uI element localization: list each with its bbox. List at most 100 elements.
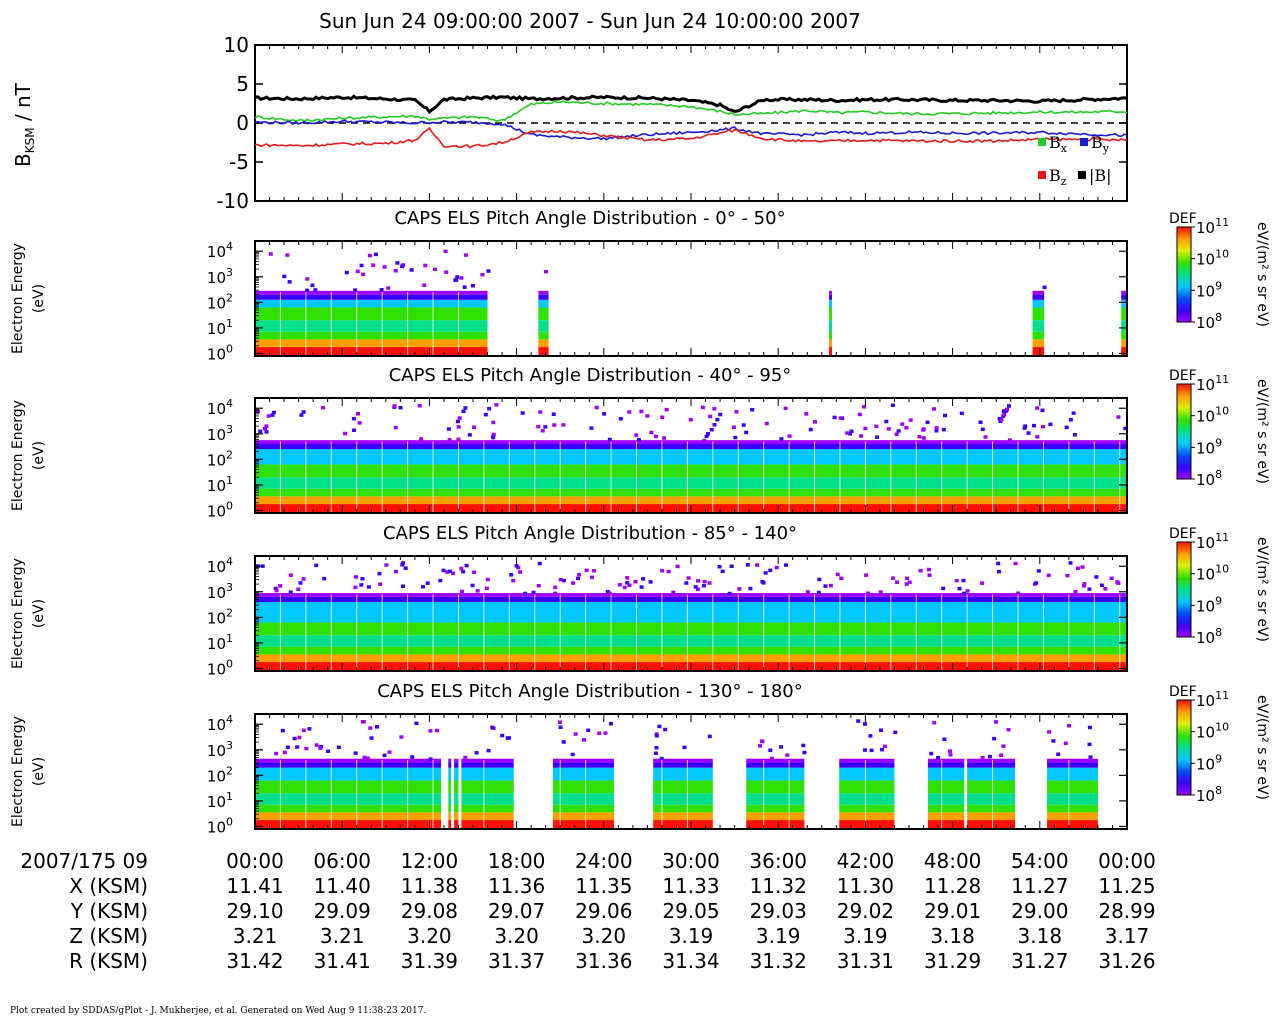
spectrogram-pixel xyxy=(400,264,405,269)
spectrogram-pixel xyxy=(399,735,404,739)
spectrogram-pixel xyxy=(866,591,871,595)
colorbar-tick-label: 109 xyxy=(1196,594,1222,615)
spectrogram-pixel xyxy=(1109,576,1114,581)
spectrogram-band xyxy=(927,762,965,768)
spectrogram-pixel xyxy=(895,580,899,584)
spectrogram-pixel xyxy=(1068,561,1073,565)
spectrogram-pixel xyxy=(288,590,293,594)
spectrogram-pixel xyxy=(768,568,773,573)
spectrogram-pixel xyxy=(1007,404,1011,408)
spectrogram-band xyxy=(967,767,1016,781)
spectrogram-band xyxy=(255,780,442,794)
spectrogram-pixel xyxy=(353,751,358,755)
spectrogram-pixel xyxy=(696,579,701,583)
spectrogram-pixel xyxy=(509,573,514,577)
spectrogram-pixel xyxy=(948,753,953,757)
spectrogram-pixel xyxy=(961,578,966,583)
spectrogram-pixel xyxy=(908,418,913,422)
spectrogram-band xyxy=(653,780,713,794)
spectrogram-pixel xyxy=(584,568,589,573)
spectrogram-pixel xyxy=(784,563,788,567)
spectrogram-band xyxy=(746,758,805,763)
spectrogram-pixel xyxy=(636,438,641,442)
spectrogram-pixel xyxy=(375,725,379,729)
spectrogram-pixel xyxy=(863,722,867,726)
ephemeris-value: 3.20 xyxy=(494,924,539,948)
spectrogram-band xyxy=(746,812,805,821)
spectrogram-band xyxy=(1121,299,1127,308)
spectrogram-pixel xyxy=(305,288,310,293)
spectrogram-pixel xyxy=(745,563,750,567)
spectrogram-pixel xyxy=(607,437,612,442)
ephemeris-value: 11.36 xyxy=(488,874,545,898)
spectrogram-pixel xyxy=(401,584,405,588)
ephemeris-value: 31.37 xyxy=(488,949,545,973)
spectrogram-pixel xyxy=(996,561,1001,566)
spectrogram-pixel xyxy=(561,423,566,427)
spectrogram-pixel xyxy=(758,744,763,748)
spectrogram-pixel xyxy=(456,425,461,429)
spectrogram-pixel xyxy=(962,591,967,596)
spectrogram-pixel xyxy=(487,406,492,411)
spectrogram-band xyxy=(839,820,895,829)
ephemeris-value: 29.10 xyxy=(226,899,283,923)
spectrogram-pixel xyxy=(561,578,566,583)
spectrogram-panel-3: CAPS ELS Pitch Angle Distribution - 85° … xyxy=(10,523,1270,678)
spectrogram-pixel xyxy=(927,573,932,577)
spectrogram-pixel xyxy=(428,729,433,733)
time-tick-label: 30:00 xyxy=(662,849,720,873)
spectrogram-pixel xyxy=(835,572,840,577)
colorbar-tick-label: 1011 xyxy=(1196,373,1229,394)
spectrogram-band xyxy=(538,331,549,340)
spectrogram-pixel xyxy=(785,753,790,757)
ephemeris-value: 3.21 xyxy=(233,924,278,948)
spectrogram-pixel xyxy=(733,435,738,440)
spectrogram-band xyxy=(552,780,614,794)
time-tick-label: 48:00 xyxy=(924,849,982,873)
spectrogram-pixel xyxy=(518,570,523,574)
spectrogram-pixel xyxy=(457,416,462,420)
spectrogram-pixel xyxy=(470,284,475,288)
spectrogram-pixel xyxy=(900,422,905,426)
spectrogram-pixel xyxy=(368,726,373,730)
spectrogram-pixel xyxy=(271,410,276,415)
spectrogram-band xyxy=(255,622,1127,636)
spectrogram-pixel xyxy=(417,404,422,408)
spectrogram-band xyxy=(927,820,965,829)
spectrogram-band xyxy=(839,812,895,821)
spectrogram-pixel xyxy=(553,591,558,596)
spectrogram-band xyxy=(538,339,549,348)
spectrogram-band xyxy=(552,793,614,805)
spectrogram-band xyxy=(1047,780,1098,794)
ephemeris-table: 2007/175 09 00:00 06:00 12:00 18:00 24:00 30:0… xyxy=(20,849,1155,973)
spectrogram-band xyxy=(454,820,459,829)
spectrogram-pixel xyxy=(597,731,602,735)
spectrogram-pixel xyxy=(832,415,837,420)
spectrogram-pixel xyxy=(849,429,854,433)
legend-swatch-bx xyxy=(1038,138,1046,146)
spectrogram-pixel xyxy=(464,563,469,568)
ephemeris-value: 11.28 xyxy=(924,874,981,898)
colorbar-tick-label: 1010 xyxy=(1196,405,1229,426)
time-tick-label: 18:00 xyxy=(488,849,546,873)
ephemeris-value: 31.27 xyxy=(1011,949,1068,973)
spectrogram-pixel xyxy=(702,438,707,443)
spectrogram-pixel xyxy=(474,751,479,755)
spectrogram-band xyxy=(255,339,488,348)
spectrogram-band xyxy=(454,793,459,805)
spectrogram-pixel xyxy=(485,577,490,582)
spectrogram-pixel xyxy=(712,407,717,411)
spectrogram-pixel xyxy=(959,411,964,416)
legend-label-bx: Bx xyxy=(1049,133,1068,155)
spectrogram-pixel xyxy=(878,590,883,594)
series-line-by xyxy=(254,119,1128,141)
y-tick-label: -5 xyxy=(229,150,249,174)
colorbar-label: DEF xyxy=(1169,526,1197,542)
ephemeris-value: 31.42 xyxy=(226,949,283,973)
spectrogram-pixel xyxy=(401,561,405,565)
spectrogram-title: CAPS ELS Pitch Angle Distribution - 85° … xyxy=(383,523,797,544)
spectrogram-band xyxy=(746,780,805,794)
spectrogram-pixel xyxy=(582,738,586,742)
spectrogram-pixel xyxy=(475,589,480,593)
spectrogram-band xyxy=(653,820,713,829)
